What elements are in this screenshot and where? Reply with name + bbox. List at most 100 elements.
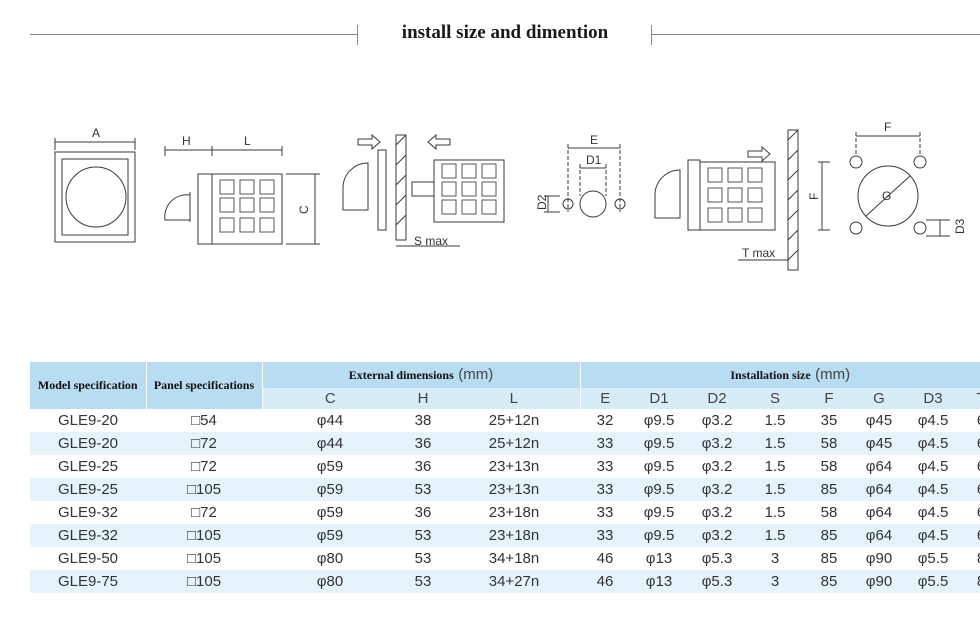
cell-l: 25+12n (448, 432, 580, 455)
cell-d3: φ4.5 (904, 478, 962, 501)
cell-h: 53 (398, 478, 448, 501)
cell-s: 1.5 (746, 478, 804, 501)
cell-g: φ64 (854, 501, 904, 524)
cell-d2: φ3.2 (688, 501, 746, 524)
column-header-e: E (579, 388, 630, 409)
cell-s: 1.5 (746, 501, 804, 524)
cell-t: 6 (962, 524, 980, 547)
cell-panel: □72 (146, 432, 262, 455)
cell-g: φ45 (854, 409, 904, 432)
dim-label-d3: D3 (953, 218, 967, 234)
table-row: GLE9-25 □72 φ59 36 23+13n 33 φ9.5 φ3.2 1… (30, 455, 980, 478)
cell-h: 36 (398, 501, 448, 524)
external-dimensions-unit: (mm) (458, 366, 494, 383)
cell-d3: φ5.5 (904, 547, 962, 570)
column-header-d2: D2 (688, 388, 746, 409)
cell-g: φ90 (854, 570, 904, 593)
dim-label-c: C (297, 205, 311, 214)
dim-label-l: L (244, 134, 251, 148)
column-header-h: H (398, 388, 448, 409)
table-row: GLE9-20 □72 φ44 36 25+12n 33 φ9.5 φ3.2 1… (30, 432, 980, 455)
dim-label-g: G (882, 189, 891, 203)
cell-model: GLE9-25 (30, 478, 146, 501)
cell-l: 23+18n (448, 501, 580, 524)
column-header-d1: D1 (630, 388, 688, 409)
cell-f: 35 (804, 409, 854, 432)
cell-t: 6 (962, 478, 980, 501)
page-title: install size and dimention (401, 22, 609, 43)
column-header-d3: D3 (904, 388, 962, 409)
header-installation-size: Installation size (mm) (579, 362, 980, 388)
cell-c: φ59 (262, 501, 398, 524)
dimension-drawing: A H L C S max (54, 120, 967, 271)
cell-f: 85 (804, 478, 854, 501)
cell-t: 8 (962, 547, 980, 570)
cell-d1: φ13 (630, 547, 688, 570)
cell-t: 6 (962, 455, 980, 478)
cell-panel: □72 (146, 455, 262, 478)
cell-h: 36 (398, 432, 448, 455)
cell-panel: □105 (146, 478, 262, 501)
cell-e: 33 (580, 432, 630, 455)
cell-g: φ64 (854, 478, 904, 501)
dim-label-e: E (590, 133, 598, 147)
cell-s: 3 (746, 547, 804, 570)
cell-g: φ64 (854, 524, 904, 547)
table-header-row-groups: Model specification Panel specifications… (30, 362, 980, 409)
title-rule-right (651, 34, 980, 35)
cell-d2: φ3.2 (688, 455, 746, 478)
cell-l: 34+18n (448, 547, 580, 570)
cell-g: φ45 (854, 432, 904, 455)
cell-f: 85 (804, 524, 854, 547)
cell-d1: φ13 (630, 570, 688, 593)
table-row: GLE9-32 □105 φ59 53 23+18n 33 φ9.5 φ3.2 … (30, 524, 980, 547)
dim-label-d1: D1 (586, 153, 602, 167)
cell-d2: φ3.2 (688, 432, 746, 455)
cell-d1: φ9.5 (630, 409, 688, 432)
cell-s: 1.5 (746, 524, 804, 547)
cell-d2: φ5.3 (688, 570, 746, 593)
panel-cutout-view: E D1 D2 (535, 133, 626, 218)
cell-t: 6 (962, 432, 980, 455)
cell-e: 46 (580, 570, 630, 593)
cell-d3: φ4.5 (904, 432, 962, 455)
cell-d1: φ9.5 (630, 524, 688, 547)
column-header-f: F (804, 388, 854, 409)
cell-s: 1.5 (746, 409, 804, 432)
cell-d3: φ4.5 (904, 501, 962, 524)
cell-l: 34+27n (448, 570, 580, 593)
title-rule-left-tick (357, 25, 358, 45)
cell-l: 23+18n (448, 524, 580, 547)
dim-label-d2: D2 (535, 194, 549, 210)
cell-h: 53 (398, 570, 448, 593)
table-row: GLE9-25 □105 φ59 53 23+13n 33 φ9.5 φ3.2 … (30, 478, 980, 501)
cell-h: 36 (398, 455, 448, 478)
cell-g: φ90 (854, 547, 904, 570)
cell-h: 53 (398, 524, 448, 547)
dim-label-a: A (92, 126, 100, 140)
dim-label-t-max: T max (742, 246, 775, 260)
cell-e: 46 (580, 547, 630, 570)
cell-model: GLE9-75 (30, 570, 146, 593)
cell-h: 38 (398, 409, 448, 432)
dim-label-f-top: F (884, 120, 891, 134)
cell-e: 33 (580, 501, 630, 524)
table-row: GLE9-20 □54 φ44 38 25+12n 32 φ9.5 φ3.2 1… (30, 409, 980, 432)
cell-d1: φ9.5 (630, 432, 688, 455)
cell-f: 58 (804, 455, 854, 478)
column-header-s: S (746, 388, 804, 409)
dim-label-h: H (182, 134, 191, 148)
title-rule-left (30, 34, 358, 35)
panel-mount-view: S max (342, 133, 505, 248)
cell-panel: □54 (146, 409, 262, 432)
side-view-switch: H L C (164, 134, 320, 245)
title-rule-right-tick (651, 25, 652, 45)
cell-t: 8 (962, 570, 980, 593)
cell-f: 58 (804, 501, 854, 524)
table-row: GLE9-75 □105 φ80 53 34+27n 46 φ13 φ5.3 3… (30, 570, 980, 593)
cell-c: φ59 (262, 478, 398, 501)
cell-h: 53 (398, 547, 448, 570)
cell-s: 1.5 (746, 432, 804, 455)
cell-model: GLE9-50 (30, 547, 146, 570)
cell-model: GLE9-20 (30, 409, 146, 432)
